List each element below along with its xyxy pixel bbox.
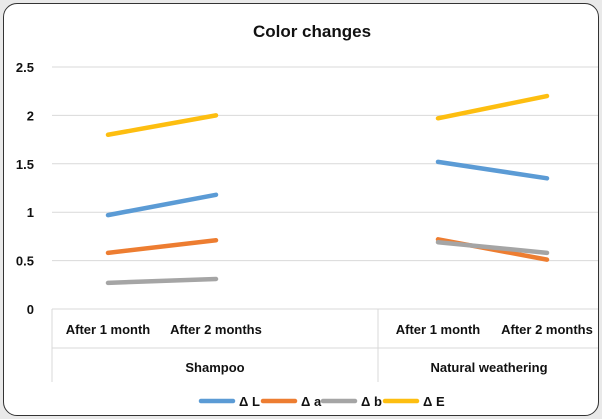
- series-line-3: [105, 276, 219, 286]
- y-tick-label: 1: [27, 205, 34, 220]
- y-axis-ticks: 0 0.5 1 1.5 2 2.5: [16, 60, 34, 317]
- series-line-4: [105, 113, 219, 138]
- chart-title: Color changes: [253, 22, 371, 41]
- x-group-label: Natural weathering: [430, 360, 547, 375]
- x-tick-label: After 1 month: [66, 322, 151, 337]
- series-line-1: [105, 192, 219, 218]
- legend-label: Δ E: [423, 394, 445, 409]
- x-tick-label: After 2 months: [501, 322, 593, 337]
- chart-frame: Color changes 0 0.5 1 1.5 2 2.5 After 1 month…: [3, 3, 599, 416]
- series-line-2: [105, 238, 219, 256]
- y-tick-label: 1.5: [16, 157, 34, 172]
- legend-label: Δ b: [361, 394, 382, 409]
- y-tick-label: 2: [27, 108, 34, 123]
- series-lines: [105, 93, 550, 286]
- x-tick-label: After 1 month: [396, 322, 481, 337]
- legend-label: Δ a: [301, 394, 322, 409]
- line-chart: Color changes 0 0.5 1 1.5 2 2.5 After 1 month…: [16, 22, 598, 409]
- series-line-4: [435, 93, 550, 121]
- y-tick-label: 2.5: [16, 60, 34, 75]
- series-line-1: [435, 159, 550, 181]
- y-tick-label: 0.5: [16, 254, 34, 269]
- y-tick-label: 0: [27, 302, 34, 317]
- x-tick-label: After 2 months: [170, 322, 262, 337]
- x-group-label: Shampoo: [185, 360, 244, 375]
- x-axis: After 1 month After 2 months Shampoo After …: [51, 308, 598, 382]
- series-line-3: [435, 239, 550, 256]
- legend-label: Δ L: [239, 394, 260, 409]
